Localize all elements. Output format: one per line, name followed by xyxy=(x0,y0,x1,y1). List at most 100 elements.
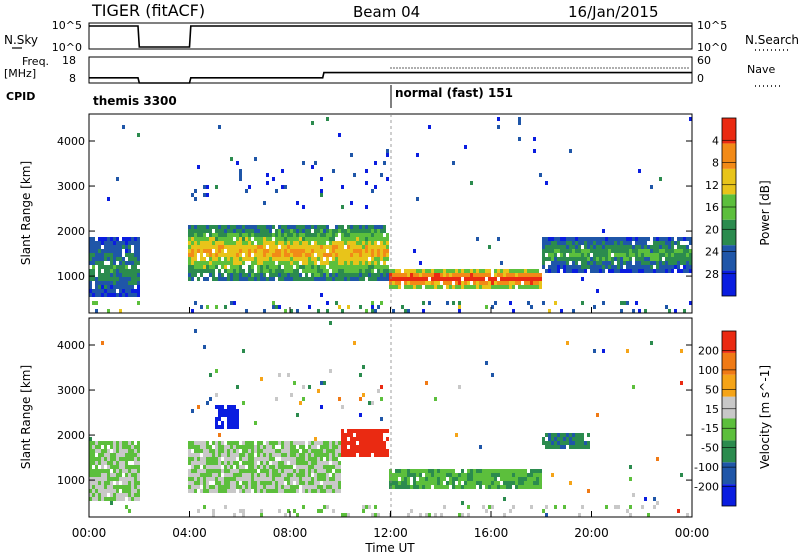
heatmap-cell xyxy=(209,253,212,257)
heatmap-cell xyxy=(260,225,263,229)
heatmap-cell xyxy=(332,481,335,485)
heatmap-cell xyxy=(194,329,197,333)
heatmap-cell xyxy=(116,277,119,281)
heatmap-cell xyxy=(221,421,224,425)
heatmap-cell xyxy=(287,241,290,245)
heatmap-cell xyxy=(287,273,290,277)
heatmap-cell xyxy=(416,285,419,289)
heatmap-cell xyxy=(341,269,344,273)
heatmap-cell xyxy=(98,497,101,501)
heatmap-cell xyxy=(569,257,572,261)
heatmap-cell xyxy=(434,281,437,285)
heatmap-cell xyxy=(95,309,98,313)
heatmap-cell xyxy=(134,249,137,253)
heatmap-cell xyxy=(677,509,680,513)
heatmap-cell xyxy=(215,405,218,409)
heatmap-cell xyxy=(257,241,260,245)
heatmap-cell xyxy=(233,513,236,517)
heatmap-cell xyxy=(374,309,377,313)
heatmap-cell xyxy=(266,249,269,253)
heatmap-cell xyxy=(125,273,128,277)
heatmap-cell xyxy=(95,497,98,501)
heatmap-cell xyxy=(461,269,464,273)
heatmap-cell xyxy=(113,489,116,493)
heatmap-cell xyxy=(110,445,113,449)
heatmap-cell xyxy=(482,477,485,481)
heatmap-cell xyxy=(284,229,287,233)
heatmap-cell xyxy=(110,261,113,265)
heatmap-cell xyxy=(509,281,512,285)
colorbar-tick-label: 100 xyxy=(698,364,719,377)
heatmap-cell xyxy=(503,477,506,481)
heatmap-cell xyxy=(200,229,203,233)
heatmap-cell xyxy=(458,273,461,277)
heatmap-cell xyxy=(509,477,512,481)
heatmap-cell xyxy=(377,233,380,237)
heatmap-cell xyxy=(362,445,365,449)
heatmap-cell xyxy=(527,473,530,477)
heatmap-cell xyxy=(356,225,359,229)
heatmap-cell xyxy=(395,269,398,273)
y-tick-label: 3000 xyxy=(57,384,85,397)
heatmap-cell xyxy=(278,253,281,257)
heatmap-cell xyxy=(368,437,371,441)
heatmap-cell xyxy=(224,489,227,493)
heatmap-cell xyxy=(422,301,425,305)
heatmap-cell xyxy=(629,477,632,481)
heatmap-cell xyxy=(458,485,461,489)
heatmap-cell xyxy=(446,469,449,473)
heatmap-cell xyxy=(107,245,110,249)
heatmap-cell xyxy=(686,245,689,249)
heatmap-cell xyxy=(419,269,422,273)
heatmap-cell xyxy=(290,229,293,233)
heatmap-cell xyxy=(131,293,134,297)
heatmap-cell xyxy=(650,185,653,189)
heatmap-cell xyxy=(566,241,569,245)
heatmap-cell xyxy=(104,489,107,493)
heatmap-cell xyxy=(308,237,311,241)
heatmap-cell xyxy=(194,253,197,257)
heatmap-cell xyxy=(545,245,548,249)
heatmap-cell xyxy=(257,457,260,461)
heatmap-cell xyxy=(680,269,683,273)
heatmap-cell xyxy=(224,305,227,309)
heatmap-cell xyxy=(482,481,485,485)
heatmap-cell xyxy=(251,469,254,473)
heatmap-cell xyxy=(287,257,290,261)
heatmap-cell xyxy=(356,257,359,261)
heatmap-cell xyxy=(227,425,230,429)
heatmap-cell xyxy=(284,441,287,445)
heatmap-cell xyxy=(245,277,248,281)
heatmap-cell xyxy=(542,509,545,513)
heatmap-cell xyxy=(254,457,257,461)
heatmap-cell xyxy=(104,245,107,249)
heatmap-cell xyxy=(293,277,296,281)
heatmap-cell xyxy=(281,253,284,257)
heatmap-cell xyxy=(188,473,191,477)
heatmap-cell xyxy=(260,457,263,461)
heatmap-cell xyxy=(668,257,671,261)
heatmap-cell xyxy=(392,481,395,485)
heatmap-cell xyxy=(125,445,128,449)
heatmap-cell xyxy=(191,445,194,449)
heatmap-cell xyxy=(188,449,191,453)
heatmap-cell xyxy=(275,449,278,453)
heatmap-cell xyxy=(362,453,365,457)
heatmap-cell xyxy=(641,237,644,241)
heatmap-cell xyxy=(338,241,341,245)
heatmap-cell xyxy=(125,453,128,457)
heatmap-cell xyxy=(656,261,659,265)
heatmap-cell xyxy=(656,457,659,461)
heatmap-cell xyxy=(509,485,512,489)
heatmap-cell xyxy=(344,261,347,265)
heatmap-cell xyxy=(116,489,119,493)
heatmap-cell xyxy=(449,269,452,273)
heatmap-cell xyxy=(566,257,569,261)
heatmap-cell xyxy=(251,229,254,233)
heatmap-cell xyxy=(113,277,116,281)
heatmap-cell xyxy=(245,241,248,245)
heatmap-cell xyxy=(392,285,395,289)
heatmap-cell xyxy=(620,237,623,241)
heatmap-cell xyxy=(209,273,212,277)
heatmap-cell xyxy=(497,285,500,289)
